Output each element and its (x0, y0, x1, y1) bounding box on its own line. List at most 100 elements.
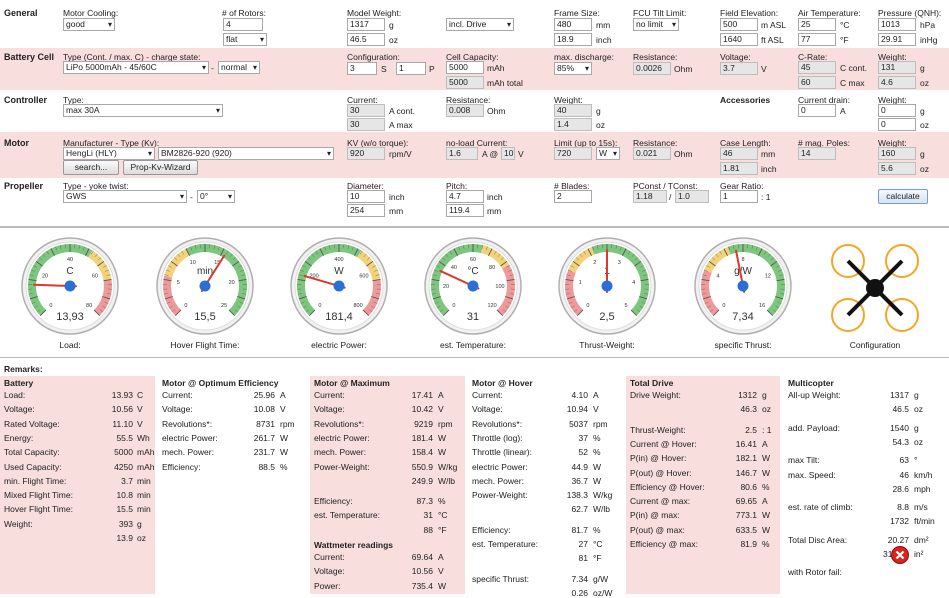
motor-type-select[interactable]: BM2826-920 (920) (158, 147, 334, 160)
accessory-weight-g-input[interactable]: 0 (878, 104, 916, 117)
result-label: All-up Weight: (788, 390, 841, 400)
result-unit: g (137, 519, 142, 529)
controller-type-select[interactable]: max 30A (63, 104, 223, 117)
result-value: 3.7 (73, 476, 133, 486)
result-unit: mph (914, 484, 931, 494)
result-unit: W (762, 525, 770, 535)
result-value: 2.5 (697, 425, 757, 435)
unit-c-max: C max (840, 78, 865, 88)
result-unit: W (438, 447, 446, 457)
battery-voltage-label: Voltage: (720, 52, 751, 62)
result-unit: min (137, 504, 151, 514)
result-value: 11.10 (73, 419, 133, 429)
opt-title: Motor @ Optimum Efficiency (162, 378, 278, 388)
limit-unit-select[interactable]: W (596, 147, 620, 160)
gauge-tick-label: 20 (229, 280, 235, 286)
weight-mode-select[interactable]: incl. Drive (446, 18, 514, 31)
gear-ratio-input[interactable]: 1 (720, 190, 758, 203)
accessories-title: Accessories (720, 95, 770, 105)
no-load-voltage-value: 10 (501, 147, 515, 160)
series-input[interactable]: 3 (347, 62, 377, 75)
unit-mah-total: mAh total (487, 78, 523, 88)
controller-weight-g-value: 40 (554, 104, 592, 117)
c-max-value: 60 (798, 76, 836, 89)
remarks-title: Remarks: (4, 364, 43, 374)
pitch-mm-input[interactable]: 119.4 (446, 204, 484, 217)
gauge-tick-label: 60 (92, 274, 98, 280)
motor-cooling-select[interactable]: good (63, 18, 115, 31)
configuration-label: Configuration: (347, 52, 400, 62)
result-value: 773.1 (697, 510, 757, 520)
result-value: 146.7 (697, 468, 757, 478)
section-general: General (4, 8, 38, 18)
model-weight-g-input[interactable]: 1317 (347, 18, 385, 31)
yoke-twist-select[interactable]: 0° (197, 190, 235, 203)
pressure-inhg-input[interactable]: 29.91 (878, 33, 916, 46)
gauge-tick-label: 1 (579, 280, 582, 286)
gauge-tick-label: 800 (353, 303, 362, 309)
cell-capacity-input[interactable]: 5000 (446, 61, 484, 74)
model-weight-oz-input[interactable]: 46.5 (347, 33, 385, 46)
result-value: 28.6 (849, 484, 909, 494)
gauge-thrust-weight: 01234512,5 (557, 236, 657, 336)
air-temp-f-input[interactable]: 77 (798, 33, 836, 46)
rotors-label: # of Rotors: (222, 8, 266, 18)
gauge-value: 2,5 (599, 311, 614, 323)
gauge-tick-label: 0 (318, 303, 321, 309)
pitch-inch-input[interactable]: 4.7 (446, 190, 484, 203)
blades-input[interactable]: 2 (554, 190, 592, 203)
result-unit: oz (137, 533, 146, 543)
gauge-tick-label: 100 (495, 284, 504, 290)
result-unit: : 1 (762, 425, 771, 435)
result-unit: V (137, 419, 143, 429)
result-value: 249.9 (373, 476, 433, 486)
gauge-tick-label: 4 (632, 280, 635, 286)
battery-resistance-label: Resistance: (633, 52, 677, 62)
result-label: Rated Voltage: (4, 419, 60, 429)
result-label: P(in) @ Hover: (630, 453, 686, 463)
result-value: 10.42 (373, 404, 433, 414)
frame-inch-input[interactable]: 18.9 (554, 33, 592, 46)
charge-state-select[interactable]: normal (218, 61, 260, 74)
gauge-label-hover-time: Hover Flight Time: (150, 340, 260, 350)
current-drain-input[interactable]: 0 (798, 104, 836, 117)
result-unit: A (280, 390, 286, 400)
air-temp-c-input[interactable]: 25 (798, 18, 836, 31)
unit-g: g (389, 20, 394, 30)
pressure-hpa-input[interactable]: 1013 (878, 18, 916, 31)
search-button[interactable]: search... (63, 160, 119, 175)
motor-manufacturer-select[interactable]: HengLi (HLY) (63, 147, 155, 160)
parallel-input[interactable]: 1 (396, 62, 426, 75)
result-label: Current: (162, 390, 193, 400)
max-discharge-select[interactable]: 85% (554, 62, 592, 75)
elevation-ft-input[interactable]: 1640 (720, 33, 758, 46)
result-value: 393 (73, 519, 133, 529)
case-length-mm-value: 46 (720, 147, 758, 160)
result-unit: oz (914, 437, 923, 447)
accessory-weight-oz-input[interactable]: 0 (878, 118, 916, 131)
gauge-tick-label: 5 (625, 303, 628, 309)
propeller-type-select[interactable]: GWS (63, 190, 187, 203)
result-label: Load: (4, 390, 25, 400)
gauge-tick-label: 120 (487, 303, 496, 309)
elevation-m-input[interactable]: 500 (720, 18, 758, 31)
unit-v: V (761, 64, 767, 74)
diameter-mm-input[interactable]: 254 (347, 204, 385, 217)
result-label: max. Speed: (788, 470, 836, 480)
diameter-inch-input[interactable]: 10 (347, 190, 385, 203)
fcu-tilt-select[interactable]: no limit (633, 18, 679, 31)
calculate-button[interactable]: calculate (878, 189, 928, 204)
gauge-tick-label: 3 (618, 260, 621, 266)
frame-mm-input[interactable]: 480 (554, 18, 592, 31)
battery-type-select[interactable]: LiPo 5000mAh - 45/60C (63, 61, 209, 74)
result-label: max Tilt: (788, 455, 820, 465)
gauge-value: 15,5 (194, 311, 215, 323)
prop-kv-wizard-button[interactable]: Prop-Kv-Wizard (123, 160, 198, 175)
result-unit: W (762, 510, 770, 520)
result-unit: dm² (914, 535, 929, 545)
rotor-layout-select[interactable]: flat (223, 33, 267, 46)
rotors-input[interactable]: 4 (223, 18, 263, 31)
result-unit: ft/min (914, 516, 935, 526)
gauge-tick-label: 10 (190, 260, 196, 266)
